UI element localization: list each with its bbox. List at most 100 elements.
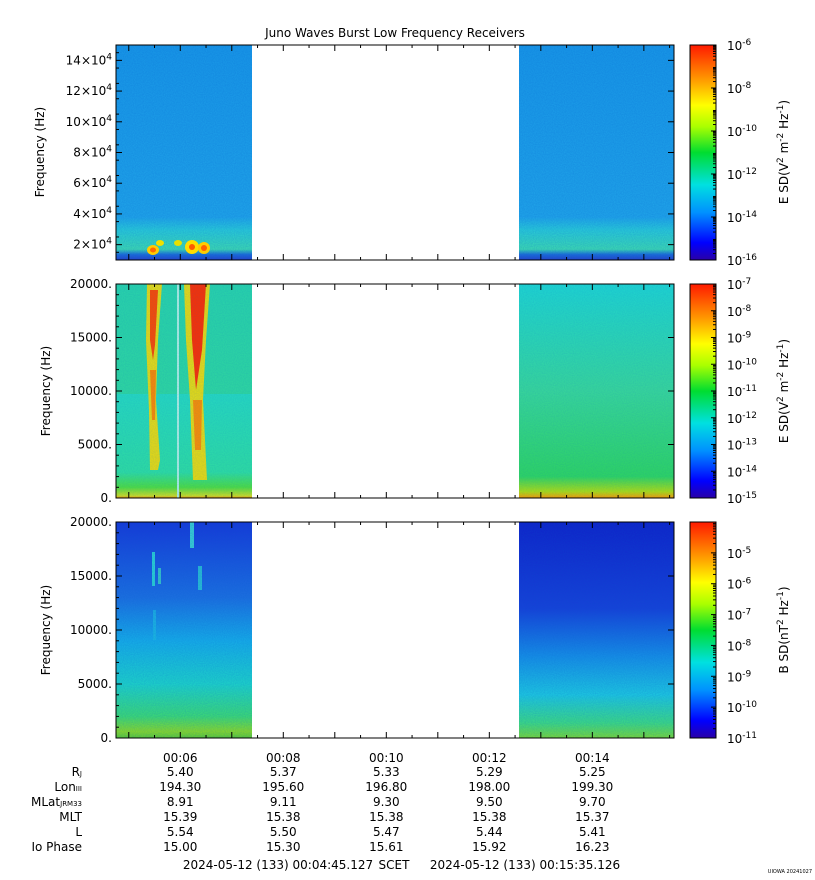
- ephem-value-mlat: 9.11: [269, 795, 297, 809]
- ephem-value-io: 15.30: [266, 840, 301, 854]
- y-tick-label: 10000.: [70, 623, 112, 637]
- panel-3-colorbar-label: B SD(nT2 Hz-1): [776, 586, 791, 673]
- ephem-value-l: 5.54: [166, 825, 194, 839]
- ephem-label-l: L: [75, 825, 82, 839]
- panel-3-colorbar: [689, 521, 717, 739]
- colorbar-tick-label: 10-8: [727, 638, 752, 653]
- x-tick-label: 00:12: [472, 751, 507, 765]
- ephem-label-mlt: MLT: [59, 810, 82, 824]
- scet-label: SCET: [379, 858, 411, 872]
- panel-1-colorbar: [689, 44, 717, 261]
- ephem-value-io: 16.23: [575, 840, 610, 854]
- colorbar-tick-label: 10-9: [727, 669, 752, 684]
- y-tick-label: 15000.: [70, 331, 112, 345]
- y-tick-label: 4×104: [73, 206, 112, 221]
- ephem-value-mlat: 9.50: [475, 795, 503, 809]
- colorbar-tick-label: 10-15: [727, 491, 757, 506]
- x-tick-label: 00:06: [163, 751, 198, 765]
- y-tick-label: 8×104: [73, 145, 112, 160]
- x-axis-ticks: 00:06 00:08 00:10 00:12 00:14: [128, 45, 671, 765]
- panel-3-y-ticks: 0. 5000. 10000. 15000. 20000.: [70, 515, 674, 745]
- colorbar-tick-label: 10-7: [727, 277, 751, 292]
- y-tick-label: 15000.: [70, 569, 112, 583]
- panel-1-spectrogram: 2×104 4×104 6×104 8×104 10×104 12×104 14×104 F…: [33, 38, 791, 268]
- colorbar-tick-label: 10-16: [727, 253, 757, 268]
- ephem-value-mlt: 15.38: [472, 810, 507, 824]
- ephem-value-lon: 194.30: [159, 780, 202, 794]
- y-tick-label: 10×104: [66, 114, 113, 129]
- ephem-value-mlat: 8.91: [166, 795, 194, 809]
- y-tick-label: 14×104: [66, 52, 113, 67]
- ephem-value-mlat: 9.70: [578, 795, 606, 809]
- colorbar-tick-label: 10-8: [727, 81, 752, 96]
- ephem-value-mlat: 9.30: [372, 795, 400, 809]
- colorbar-tick-label: 10-10: [727, 124, 757, 139]
- panel-1-colorbar-ticks: 10-6 10-8 10-10 10-12 10-14 10-16: [711, 38, 757, 268]
- ephem-value-io: 15.92: [472, 840, 507, 854]
- time-range-end: 2024-05-12 (133) 00:15:35.126: [430, 858, 620, 872]
- colorbar-tick-label: 10-6: [727, 38, 752, 53]
- ephem-row-mlat: MLatJRM33: [0, 795, 815, 810]
- colorbar-tick-label: 10-6: [727, 577, 752, 592]
- ephem-value-mlt: 15.38: [266, 810, 301, 824]
- ephem-value-l: 5.44: [475, 825, 503, 839]
- panel-3-noise-right: [519, 522, 674, 738]
- ephem-value-rj: 5.29: [475, 765, 503, 779]
- ephem-value-mlt: 15.38: [369, 810, 404, 824]
- y-tick-label: 20000.: [70, 515, 112, 529]
- panel-1-noise-right: [519, 45, 674, 260]
- y-tick-label: 5000.: [78, 677, 112, 691]
- colorbar-tick-label: 10-12: [727, 167, 757, 182]
- panel-1-noise-left: [116, 45, 252, 260]
- colorbar-tick-label: 10-11: [727, 384, 757, 399]
- ephem-value-mlt: 15.37: [575, 810, 610, 824]
- ephem-row-rj: RJ: [0, 765, 815, 780]
- y-tick-label: 0.: [101, 491, 112, 505]
- colorbar-tick-label: 10-7: [727, 608, 751, 623]
- ephem-value-lon: 199.30: [571, 780, 614, 794]
- ephem-value-l: 5.47: [372, 825, 400, 839]
- ephem-row-lon: LonIII: [0, 780, 815, 795]
- colorbar-tick-label: 10-13: [727, 438, 757, 453]
- colorbar-tick-label: 10-9: [727, 331, 752, 346]
- colorbar-tick-label: 10-11: [727, 731, 757, 746]
- colorbar-tick-label: 10-14: [727, 464, 757, 479]
- ephem-row-l: L: [0, 825, 815, 840]
- ephem-value-lon: 195.60: [262, 780, 305, 794]
- panel-2-ylabel: Frequency (Hz): [39, 346, 53, 437]
- ephem-value-io: 15.61: [369, 840, 404, 854]
- panel-1-y-ticks: 2×104 4×104 6×104 8×104 10×104 12×104 14×104: [66, 52, 674, 253]
- colorbar-tick-label: 10-12: [727, 411, 757, 426]
- panel-1-ylabel: Frequency (Hz): [33, 107, 47, 198]
- panel-2-colorbar-label: E SD(V2 m-2 Hz-1): [776, 339, 791, 443]
- ephem-value-rj: 5.37: [269, 765, 297, 779]
- y-tick-label: 20000.: [70, 277, 112, 291]
- colorbar-tick-label: 10-5: [727, 546, 751, 561]
- y-tick-label: 5000.: [78, 438, 112, 452]
- ephem-value-rj: 5.25: [578, 765, 606, 779]
- y-tick-label: 6×104: [73, 175, 112, 190]
- panel-2-noise-right: [519, 284, 674, 498]
- ephem-value-l: 5.50: [269, 825, 297, 839]
- chart-title: Juno Waves Burst Low Frequency Receivers: [264, 26, 525, 40]
- panel-2-noise-left: [116, 284, 252, 498]
- y-tick-label: 12×104: [66, 83, 113, 98]
- panel-3-colorbar-ticks: 10-5 10-6 10-7 10-8 10-9 10-10 10-11: [711, 522, 757, 746]
- ephem-value-lon: 198.00: [468, 780, 511, 794]
- panel-1-colorbar-label: E SD(V2 m-2 Hz-1): [776, 100, 791, 204]
- y-tick-label: 10000.: [70, 384, 112, 398]
- panel-2-spectrogram: 0. 5000. 10000. 15000. 20000. Frequency (Hz)…: [39, 277, 791, 506]
- x-tick-label: 00:08: [266, 751, 301, 765]
- colorbar-tick-label: 10-10: [727, 357, 757, 372]
- x-tick-label: 00:14: [575, 751, 610, 765]
- panel-2-colorbar-ticks: 10-7 10-8 10-9 10-10 10-11 10-12 10-13 10-14 10-…: [711, 277, 757, 506]
- x-tick-label: 00:10: [369, 751, 404, 765]
- panel-1-emission-blobs: [147, 240, 210, 255]
- colorbar-tick-label: 10-14: [727, 210, 757, 225]
- ephem-label-rj: RJ: [71, 765, 82, 779]
- ephem-label-lon: LonIII: [54, 780, 82, 794]
- panel-3-spectrogram: 0. 5000. 10000. 15000. 20000. Frequency (Hz)…: [39, 515, 791, 746]
- ephem-value-rj: 5.40: [166, 765, 194, 779]
- time-range-start: 2024-05-12 (133) 00:04:45.127: [183, 858, 373, 872]
